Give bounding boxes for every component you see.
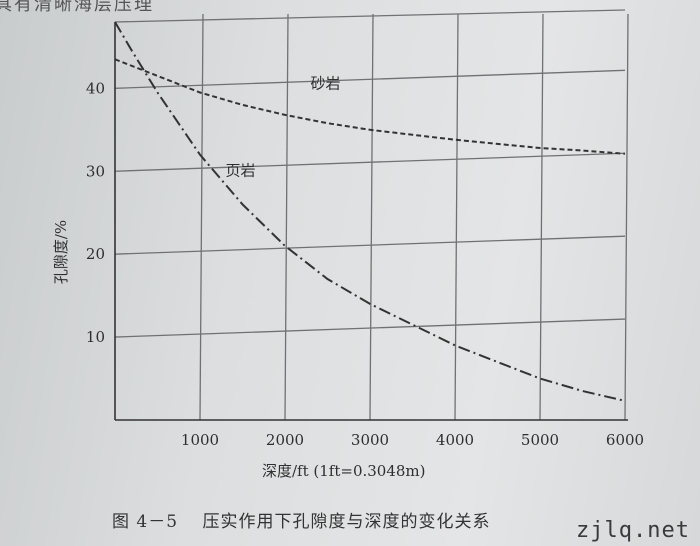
- grid-line-x-3000: [369, 13, 374, 421]
- x-tick-label-3000: 3000: [351, 431, 389, 449]
- grid-line-y-10: [114, 318, 626, 338]
- y-axis-label: 孔隙度/%: [52, 220, 70, 284]
- site-watermark: zjlq.net: [576, 518, 690, 543]
- grid-line-x-5000: [539, 13, 544, 421]
- grid-line-y-30: [114, 152, 626, 172]
- y-tick-label-20: 20: [86, 245, 105, 263]
- series-lines: [114, 21, 626, 402]
- x-tick-label-5000: 5000: [521, 431, 559, 449]
- series-label-1: 页岩: [226, 161, 256, 179]
- grid-line-y-20: [114, 235, 626, 255]
- figure-number: 图 4－5: [112, 512, 179, 532]
- grid-lines: [114, 9, 629, 421]
- grid-line-x-6000: [624, 13, 629, 421]
- series-line-0: [114, 58, 626, 155]
- series-label-0: 砂岩: [311, 74, 341, 92]
- figure-caption: 图 4－5 压实作用下孔隙度与深度的变化关系: [112, 507, 490, 532]
- x-tick-label-2000: 2000: [266, 431, 304, 449]
- x-tick-label-1000: 1000: [181, 431, 219, 449]
- y-tick-label-30: 30: [86, 162, 105, 180]
- grid-line-top: [114, 9, 626, 23]
- grid-line-x-4000: [454, 13, 459, 421]
- tick-labels: 1000 2000 3000 4000 5000 6000 10 20 30 40: [86, 79, 644, 449]
- y-tick-label-40: 40: [86, 79, 105, 97]
- series-line-1: [114, 21, 626, 402]
- previous-page-text: 具有清晰海层压理: [0, 0, 154, 15]
- x-tick-label-6000: 6000: [606, 431, 644, 449]
- grid-line-y-40: [114, 69, 626, 89]
- x-tick-label-4000: 4000: [436, 431, 474, 449]
- figure-title: 压实作用下孔隙度与深度的变化关系: [202, 512, 491, 532]
- grid-line-x-2000: [284, 13, 289, 421]
- x-axis-label: 深度/ft (1ft=0.3048m): [262, 462, 426, 480]
- axes: [114, 22, 628, 421]
- grid-line-x-1000: [199, 13, 204, 421]
- y-tick-label-10: 10: [86, 328, 105, 346]
